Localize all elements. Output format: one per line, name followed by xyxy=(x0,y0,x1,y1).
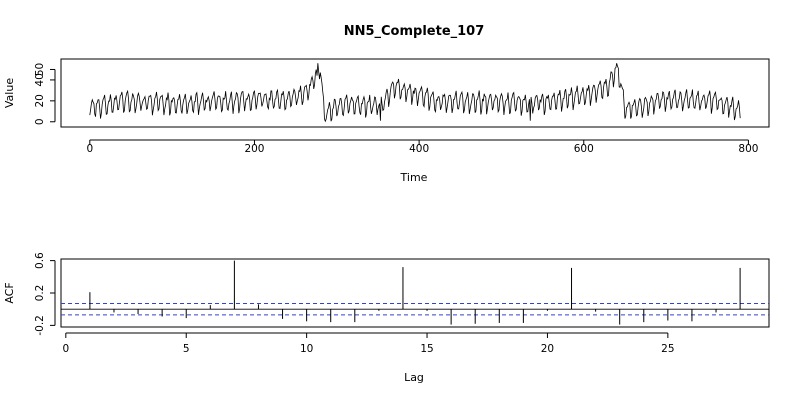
acf-panel: 0 5 10 15 20 25 -0.2 0.2 0.6 Lag ACF xyxy=(3,252,770,384)
acf-plot-box xyxy=(60,258,770,328)
acf-x-tick-label: 20 xyxy=(541,343,554,355)
timeseries-line xyxy=(89,63,741,123)
acf-bars xyxy=(89,260,741,325)
acf-x-tick-label: 25 xyxy=(661,343,674,355)
timeseries-y-label: Value xyxy=(3,78,16,108)
chart-title: NN5_Complete_107 xyxy=(344,24,485,39)
acf-x-axis: 0 5 10 15 20 25 xyxy=(62,332,675,355)
timeseries-x-axis: 0 200 400 600 800 xyxy=(86,139,758,155)
timeseries-y-tick-label: 40 xyxy=(34,73,46,86)
acf-x-label: Lag xyxy=(404,371,424,384)
timeseries-x-tick-label: 600 xyxy=(574,143,594,155)
timeseries-y-tick-label: 50 xyxy=(34,63,46,76)
acf-y-label: ACF xyxy=(3,282,16,303)
timeseries-y-tick-label: 0 xyxy=(34,118,46,125)
acf-x-tick-label: 0 xyxy=(62,343,69,355)
acf-x-tick-label: 15 xyxy=(420,343,433,355)
timeseries-x-label: Time xyxy=(400,171,428,184)
acf-y-axis: -0.2 0.2 0.6 xyxy=(34,252,56,336)
timeseries-y-tick-label: 20 xyxy=(34,94,46,107)
acf-y-tick-label: -0.2 xyxy=(34,315,46,336)
timeseries-x-tick-label: 400 xyxy=(409,143,429,155)
timeseries-plot-box xyxy=(60,58,770,128)
timeseries-x-tick-label: 800 xyxy=(738,143,758,155)
acf-y-tick-label: 0.6 xyxy=(34,252,46,269)
acf-x-tick-label: 10 xyxy=(300,343,313,355)
acf-y-tick-label: 0.2 xyxy=(34,285,46,302)
timeseries-x-tick-label: 0 xyxy=(86,143,93,155)
acf-x-tick-label: 5 xyxy=(183,343,190,355)
timeseries-x-tick-label: 200 xyxy=(244,143,264,155)
